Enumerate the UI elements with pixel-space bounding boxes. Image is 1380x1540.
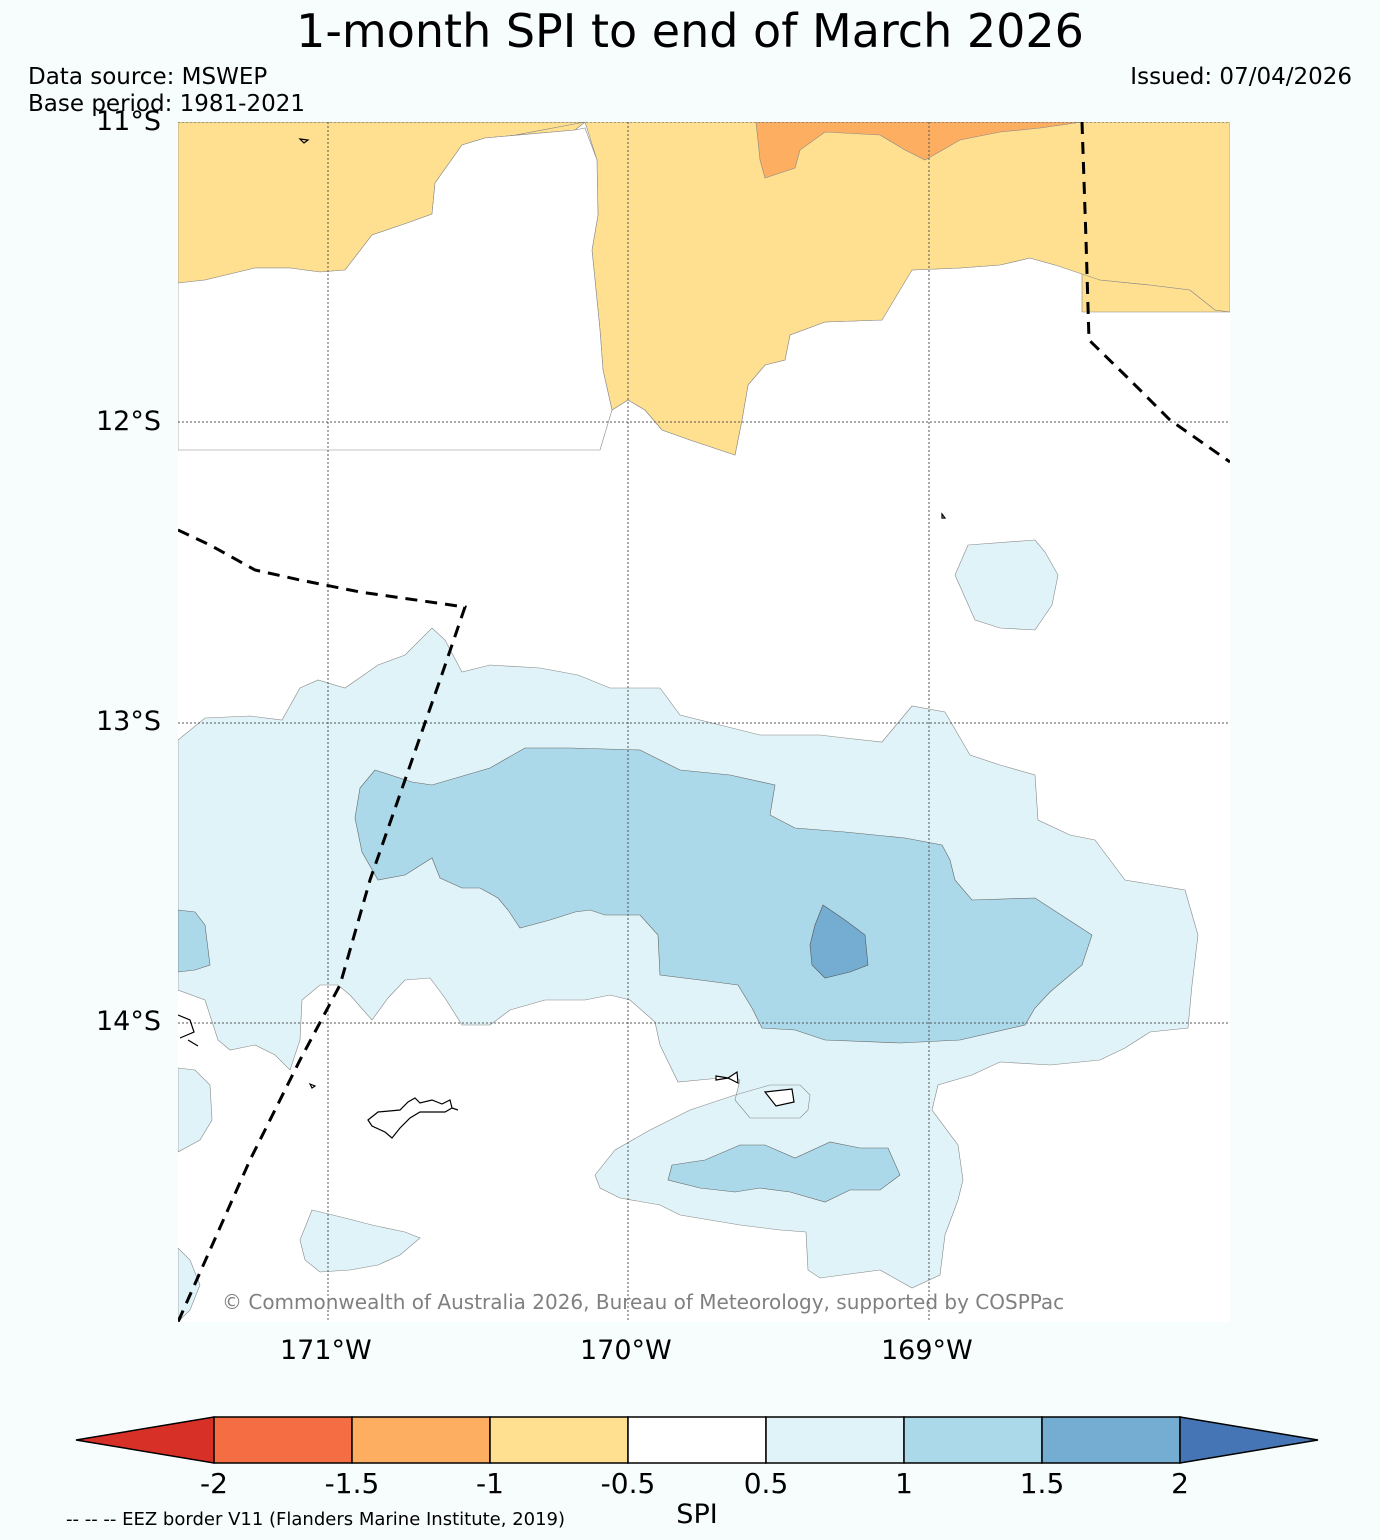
- colorbar-bin-3: [489, 1416, 629, 1464]
- colorbar-tick: 1.5: [1019, 1467, 1065, 1500]
- map-area: [178, 122, 1230, 1322]
- colorbar-tick: -0.5: [600, 1467, 656, 1500]
- data-source-block: Data source: MSWEP Base period: 1981-202…: [28, 64, 305, 118]
- spi-very-wet-region-west: [178, 909, 211, 973]
- data-source-text: Data source: MSWEP: [28, 64, 268, 90]
- spi-wet-region-east: [954, 539, 1059, 631]
- lat-label-14s: 14°S: [96, 1006, 161, 1037]
- colorbar-bin-6: [903, 1416, 1043, 1464]
- colorbar-tick: -1: [476, 1467, 504, 1500]
- colorbar-over-arrow: [1179, 1416, 1319, 1464]
- island-tau: [763, 1088, 795, 1107]
- spi-very-dry-region: [755, 122, 1083, 179]
- issued-date: Issued: 07/04/2026: [1130, 64, 1352, 90]
- eez-legend-note: -- -- -- EEZ border V11 (Flanders Marine…: [66, 1509, 566, 1530]
- island-aunuu: [451, 1107, 459, 1111]
- lon-label-170w: 170°W: [580, 1335, 672, 1366]
- colorbar-tick: 2: [1171, 1467, 1189, 1500]
- lat-label-13s: 13°S: [96, 706, 161, 737]
- spi-very-wet-region: [354, 747, 1093, 1044]
- eez-borders: [178, 122, 1230, 1322]
- base-period-text: Base period: 1981-2021: [28, 91, 306, 117]
- colorbar-tick: -1.5: [324, 1467, 380, 1500]
- colorbar-bin-4: [627, 1416, 767, 1464]
- colorbar: [75, 1416, 1319, 1464]
- colorbar-tick: 1: [895, 1467, 913, 1500]
- colorbar-bin-1: [213, 1416, 353, 1464]
- colorbar-tick: -2: [200, 1467, 228, 1500]
- island-fragment-west: [178, 1014, 199, 1047]
- island-small-2: [941, 512, 947, 519]
- eez-border-west: [178, 528, 468, 1322]
- island-small-1: [308, 1082, 317, 1089]
- colorbar-under-arrow: [75, 1416, 215, 1464]
- lon-label-171w: 171°W: [280, 1335, 372, 1366]
- lon-label-169w: 169°W: [881, 1335, 973, 1366]
- spi-wet-region-corner: [178, 1247, 201, 1322]
- eez-border-northeast: [1080, 122, 1230, 464]
- lat-label-11s: 11°S: [96, 106, 161, 137]
- island-ofu-olosega: [715, 1070, 739, 1085]
- spi-wet-region-southwest: [299, 1209, 421, 1273]
- spi-wet-region-west: [178, 1067, 213, 1153]
- spi-extremely-wet-region: [809, 904, 869, 979]
- lat-label-12s: 12°S: [96, 406, 161, 437]
- copyright-notice: © Commonwealth of Australia 2026, Bureau…: [222, 1290, 1065, 1314]
- map-title: 1-month SPI to end of March 2026: [296, 4, 1084, 58]
- graticule: [178, 122, 1230, 1322]
- colorbar-bin-5: [765, 1416, 905, 1464]
- islands: [178, 512, 947, 1139]
- spi-very-wet-region-south: [667, 1141, 901, 1203]
- colorbar-bin-7: [1041, 1416, 1181, 1464]
- colorbar-label: SPI: [676, 1499, 718, 1530]
- colorbar-tick: 0.5: [743, 1467, 789, 1500]
- small-island-top: [298, 138, 310, 144]
- colorbar-bin-2: [351, 1416, 491, 1464]
